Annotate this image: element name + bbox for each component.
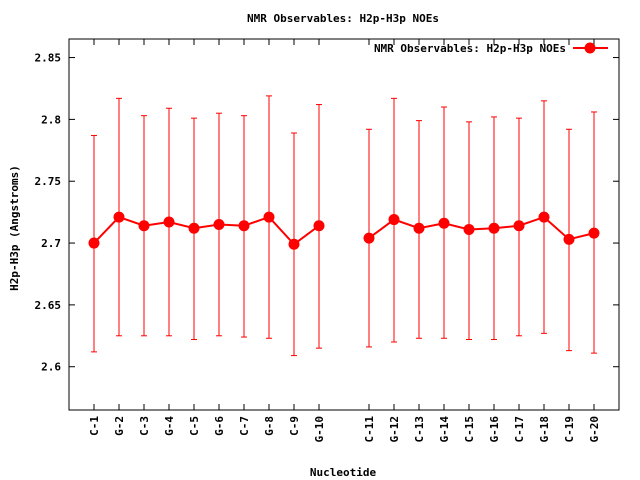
x-tick-label: C-7 bbox=[238, 416, 251, 436]
x-tick-label: G-10 bbox=[313, 416, 326, 443]
x-tick-label: C-11 bbox=[363, 416, 376, 443]
plot-area: 2.6 2.65 2.7 2.75 2.8 2.85 C-1 G-2 C-3 G-4 C-5 G-6 C… bbox=[35, 38, 620, 443]
series-line bbox=[368, 215, 595, 241]
x-tick-label: G-8 bbox=[263, 416, 276, 436]
data-point bbox=[88, 237, 100, 249]
y-tick-label: 2.65 bbox=[35, 299, 62, 312]
y-tick-label: 2.75 bbox=[35, 175, 62, 188]
data-point bbox=[463, 223, 475, 235]
data-point bbox=[563, 233, 575, 245]
legend: NMR Observables: H2p-H3p NOEs bbox=[374, 42, 608, 55]
data-point bbox=[438, 217, 450, 229]
series-line bbox=[93, 215, 320, 246]
data-point bbox=[288, 238, 300, 250]
x-tick-label: C-3 bbox=[138, 416, 151, 436]
data-point bbox=[238, 220, 250, 232]
x-tick-label: C-9 bbox=[288, 416, 301, 436]
x-tick-label: G-16 bbox=[488, 416, 501, 443]
y-tick-label: 2.85 bbox=[35, 52, 62, 65]
data-point bbox=[363, 232, 375, 244]
x-tick-label: G-20 bbox=[588, 416, 601, 443]
legend-label: NMR Observables: H2p-H3p NOEs bbox=[374, 42, 566, 55]
x-tick-label: G-14 bbox=[438, 416, 451, 443]
x-axis-label: Nucleotide bbox=[310, 466, 377, 479]
data-point bbox=[213, 219, 225, 230]
data-point bbox=[388, 214, 400, 226]
y-tick-label: 2.6 bbox=[41, 361, 61, 374]
data-point bbox=[413, 222, 425, 234]
data-point bbox=[588, 227, 600, 239]
data-point bbox=[188, 222, 200, 234]
x-tick-label: C-15 bbox=[463, 416, 476, 443]
x-tick-label: G-12 bbox=[388, 416, 401, 443]
data-point bbox=[538, 211, 550, 223]
y-axis-label: H2p-H3p (Angstroms) bbox=[8, 165, 21, 291]
x-tick-label: G-6 bbox=[213, 416, 226, 436]
data-point bbox=[113, 211, 125, 223]
data-point bbox=[513, 220, 525, 232]
plot-frame bbox=[68, 38, 620, 411]
chart-title: NMR Observables: H2p-H3p NOEs bbox=[247, 12, 439, 25]
data-point bbox=[138, 220, 150, 232]
x-tick-label: C-13 bbox=[413, 416, 426, 443]
x-tick-label: C-1 bbox=[88, 416, 101, 436]
data-point bbox=[313, 220, 325, 232]
x-tick-label: C-5 bbox=[188, 416, 201, 436]
data-point bbox=[488, 222, 500, 234]
data-point bbox=[163, 216, 175, 228]
x-tick-label: C-19 bbox=[563, 416, 576, 443]
x-tick-label: C-17 bbox=[513, 416, 526, 443]
y-tick-label: 2.8 bbox=[41, 113, 61, 126]
data-point bbox=[263, 211, 275, 223]
y-tick-label: 2.7 bbox=[41, 237, 61, 250]
x-tick-label: G-2 bbox=[113, 416, 126, 436]
x-tick-label: G-4 bbox=[163, 416, 176, 436]
legend-marker bbox=[584, 42, 596, 54]
x-tick-label: G-18 bbox=[538, 416, 551, 443]
